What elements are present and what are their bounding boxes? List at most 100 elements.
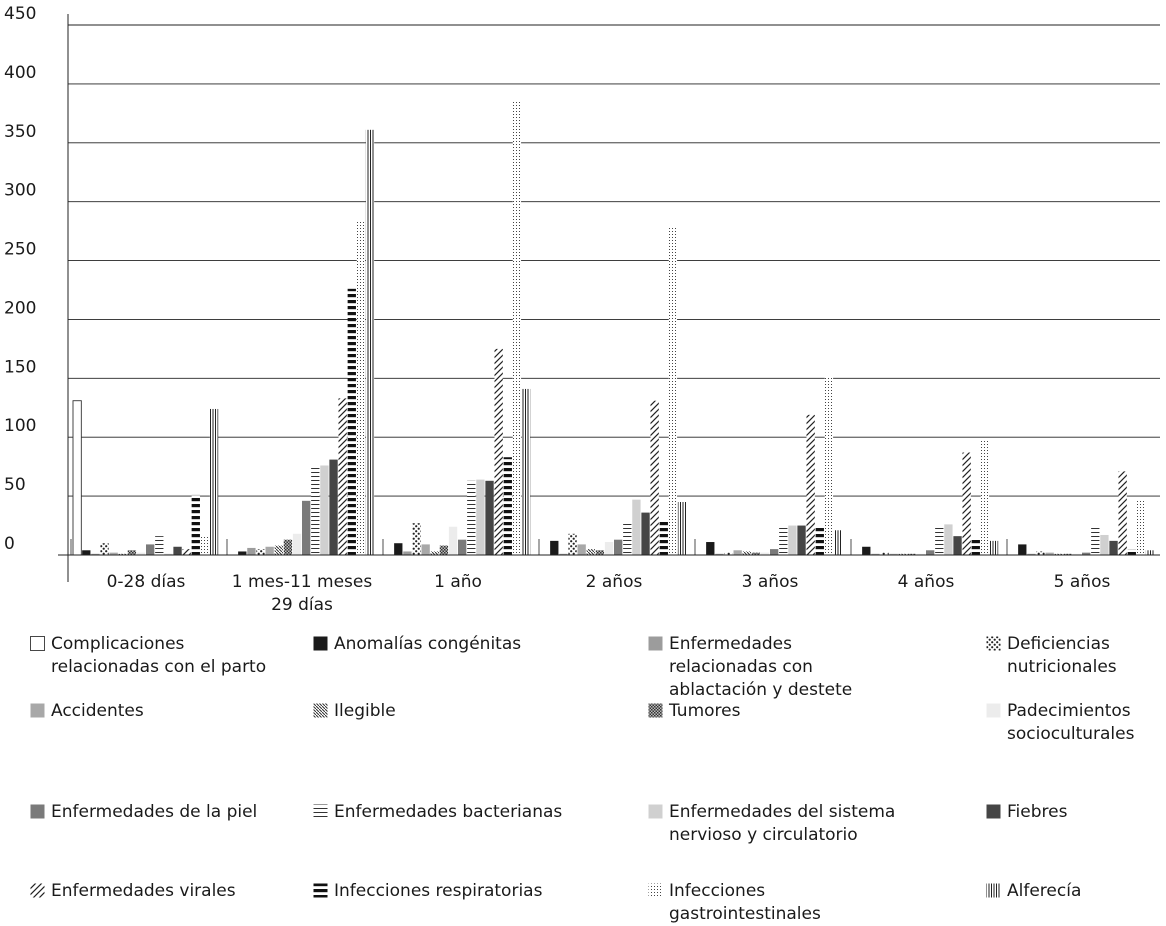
bar	[521, 388, 531, 555]
bar	[209, 408, 219, 555]
bar	[191, 494, 200, 555]
bar	[82, 550, 91, 555]
bar	[980, 439, 990, 555]
bar	[898, 553, 907, 555]
bar	[1072, 553, 1082, 555]
bar	[916, 553, 926, 555]
bar	[72, 400, 82, 556]
bar	[136, 552, 146, 555]
bar	[1109, 540, 1118, 555]
bar	[485, 480, 494, 555]
bar	[1127, 549, 1136, 555]
bar	[320, 465, 329, 555]
bar	[751, 552, 761, 555]
y-axis-ticks: 0 50 100 150 200 250 300 350 400 450	[4, 4, 36, 554]
bar	[604, 542, 614, 555]
bar	[265, 546, 274, 555]
bar	[1045, 552, 1054, 555]
x-tick-label: 4 años	[898, 572, 955, 592]
bar	[448, 526, 458, 555]
bar	[1027, 553, 1036, 555]
bar	[458, 539, 467, 555]
y-tick-label-150: 150	[4, 357, 36, 377]
bar	[677, 502, 687, 555]
bar	[815, 527, 824, 555]
bar	[550, 540, 559, 555]
bar	[329, 459, 338, 555]
grid-lines	[68, 24, 1160, 497]
bar	[650, 400, 659, 555]
bar	[586, 549, 595, 555]
bar	[512, 100, 522, 555]
y-tick-label-50: 50	[4, 475, 26, 495]
bar	[641, 512, 650, 555]
bar	[962, 452, 971, 555]
bar	[733, 550, 742, 555]
bar	[439, 545, 449, 555]
bar	[724, 552, 733, 555]
y-tick-label-450: 450	[4, 4, 36, 24]
bar	[421, 544, 430, 555]
bar	[1100, 534, 1109, 555]
bar	[770, 549, 779, 555]
bar	[862, 546, 871, 555]
bar	[394, 543, 403, 555]
x-tick-label: 3 años	[742, 572, 799, 592]
bar	[155, 536, 164, 555]
bar	[283, 539, 293, 555]
bar	[742, 551, 751, 555]
bar	[91, 553, 100, 555]
bar	[614, 539, 623, 555]
bar	[623, 522, 632, 555]
y-tick-label-100: 100	[4, 416, 36, 436]
y-tick-label-400: 400	[4, 63, 36, 83]
bar	[100, 543, 109, 555]
x-axis-ticks: 0-28 días 1 mes-11 meses 29 días 1 año 2 año…	[107, 572, 1111, 615]
y-tick-label-200: 200	[4, 298, 36, 318]
bar	[632, 499, 641, 555]
y-tick-label-350: 350	[4, 122, 36, 142]
bar	[238, 551, 247, 555]
y-tick-label-250: 250	[4, 240, 36, 260]
bar	[247, 547, 256, 555]
x-tick-label: 2 años	[586, 572, 643, 592]
bar	[880, 552, 889, 555]
bar	[824, 377, 834, 555]
bar	[1054, 553, 1063, 555]
bar	[577, 544, 586, 555]
bar	[292, 533, 302, 555]
bar	[797, 525, 806, 555]
bar	[356, 221, 366, 555]
bar	[467, 480, 476, 555]
bar	[365, 129, 375, 555]
bar	[1082, 552, 1091, 555]
bar	[200, 536, 210, 555]
bar	[889, 553, 898, 555]
bar	[164, 553, 173, 555]
bar	[476, 479, 485, 555]
bar	[1063, 553, 1073, 555]
bar	[1136, 499, 1146, 555]
bars	[72, 100, 1155, 556]
bar	[274, 545, 283, 555]
bar	[338, 398, 347, 555]
x-tick-label: 1 mes-11 meses 29 días	[232, 572, 373, 615]
bar	[715, 553, 724, 555]
bar	[256, 549, 265, 555]
bar	[430, 551, 439, 555]
bar	[971, 538, 980, 555]
bar	[347, 288, 356, 555]
bar	[1145, 550, 1155, 555]
bar	[871, 553, 880, 555]
bar	[302, 500, 311, 555]
bar	[146, 544, 155, 555]
bar	[989, 540, 999, 555]
bar	[926, 550, 935, 555]
bar	[1036, 551, 1045, 555]
bar	[806, 414, 815, 555]
x-tick-label: 5 años	[1054, 572, 1111, 592]
bar	[944, 524, 953, 555]
bar	[779, 526, 788, 555]
bar	[109, 552, 118, 555]
